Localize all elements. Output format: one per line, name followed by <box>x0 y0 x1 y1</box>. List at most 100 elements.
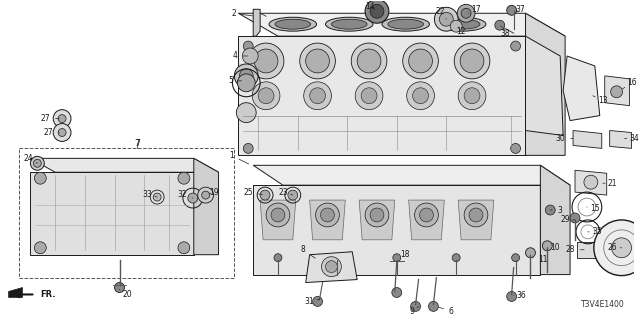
Circle shape <box>33 159 42 167</box>
Circle shape <box>507 5 516 15</box>
Polygon shape <box>310 200 346 240</box>
Polygon shape <box>605 76 630 106</box>
Polygon shape <box>31 158 218 172</box>
Text: 27: 27 <box>40 114 60 123</box>
Ellipse shape <box>444 19 480 29</box>
Bar <box>19 148 234 277</box>
Circle shape <box>420 208 433 222</box>
Circle shape <box>304 82 332 110</box>
Circle shape <box>271 208 285 222</box>
Circle shape <box>452 254 460 262</box>
Circle shape <box>258 88 274 104</box>
Text: 7: 7 <box>135 139 140 148</box>
Polygon shape <box>458 200 494 240</box>
Circle shape <box>321 257 341 276</box>
Text: 20: 20 <box>120 290 132 299</box>
Text: 4: 4 <box>233 52 248 60</box>
Circle shape <box>252 82 280 110</box>
Text: 30: 30 <box>556 134 573 143</box>
Circle shape <box>316 203 339 227</box>
Text: 37: 37 <box>516 5 525 14</box>
Text: 16: 16 <box>623 78 637 89</box>
Circle shape <box>570 213 580 223</box>
Text: 9: 9 <box>409 306 419 316</box>
Circle shape <box>178 242 190 254</box>
Circle shape <box>393 254 401 262</box>
Circle shape <box>594 220 640 276</box>
Circle shape <box>542 241 552 251</box>
Circle shape <box>326 261 337 273</box>
Text: 24: 24 <box>24 154 37 163</box>
Circle shape <box>237 74 255 92</box>
Circle shape <box>310 88 326 104</box>
Circle shape <box>406 82 435 110</box>
Ellipse shape <box>326 17 373 31</box>
Polygon shape <box>575 170 607 195</box>
Circle shape <box>365 203 389 227</box>
Ellipse shape <box>438 17 486 31</box>
Polygon shape <box>253 185 540 275</box>
Ellipse shape <box>332 19 367 29</box>
Circle shape <box>460 49 484 73</box>
Circle shape <box>525 248 536 258</box>
Polygon shape <box>260 200 296 240</box>
Polygon shape <box>8 287 22 298</box>
Text: 38: 38 <box>501 29 511 38</box>
Circle shape <box>511 254 520 262</box>
Circle shape <box>243 48 258 64</box>
Circle shape <box>355 82 383 110</box>
Text: 10: 10 <box>547 243 560 252</box>
Polygon shape <box>409 200 444 240</box>
Text: 28: 28 <box>565 245 584 254</box>
Circle shape <box>53 110 71 128</box>
Circle shape <box>495 20 505 30</box>
Circle shape <box>312 296 323 306</box>
Ellipse shape <box>388 19 424 29</box>
Text: 18: 18 <box>397 250 410 262</box>
Circle shape <box>254 49 278 73</box>
Polygon shape <box>238 13 565 36</box>
Text: FR.: FR. <box>40 290 56 299</box>
Circle shape <box>243 143 253 153</box>
Circle shape <box>234 64 258 88</box>
Text: 35: 35 <box>588 228 602 236</box>
Polygon shape <box>610 131 632 148</box>
Ellipse shape <box>269 17 317 31</box>
Circle shape <box>58 115 66 123</box>
Text: 29: 29 <box>560 215 575 224</box>
Circle shape <box>370 4 384 18</box>
Text: 5: 5 <box>228 76 241 85</box>
Text: 26: 26 <box>608 243 621 252</box>
Text: 8: 8 <box>300 245 316 258</box>
Circle shape <box>321 208 334 222</box>
Text: 32: 32 <box>177 190 193 199</box>
Polygon shape <box>563 56 600 121</box>
Text: 3: 3 <box>550 205 563 214</box>
Polygon shape <box>573 131 602 148</box>
Circle shape <box>365 0 389 23</box>
Circle shape <box>457 4 475 22</box>
Ellipse shape <box>275 19 310 29</box>
Text: 15: 15 <box>587 204 600 212</box>
Circle shape <box>461 8 471 18</box>
Text: T3V4E1400: T3V4E1400 <box>580 300 625 309</box>
Text: 7: 7 <box>134 139 140 148</box>
Circle shape <box>53 124 71 141</box>
Circle shape <box>266 203 290 227</box>
Circle shape <box>612 238 632 258</box>
Circle shape <box>198 187 214 203</box>
Circle shape <box>415 203 438 227</box>
Circle shape <box>35 242 46 254</box>
Text: 11: 11 <box>532 255 548 264</box>
Circle shape <box>545 205 556 215</box>
Circle shape <box>333 254 341 262</box>
Text: 22: 22 <box>436 7 446 19</box>
Circle shape <box>451 20 462 32</box>
Text: 31: 31 <box>305 297 319 306</box>
Circle shape <box>202 191 210 199</box>
Polygon shape <box>238 36 525 155</box>
Text: 17: 17 <box>468 5 481 14</box>
Circle shape <box>243 41 253 51</box>
Circle shape <box>115 283 124 292</box>
Circle shape <box>31 156 44 170</box>
